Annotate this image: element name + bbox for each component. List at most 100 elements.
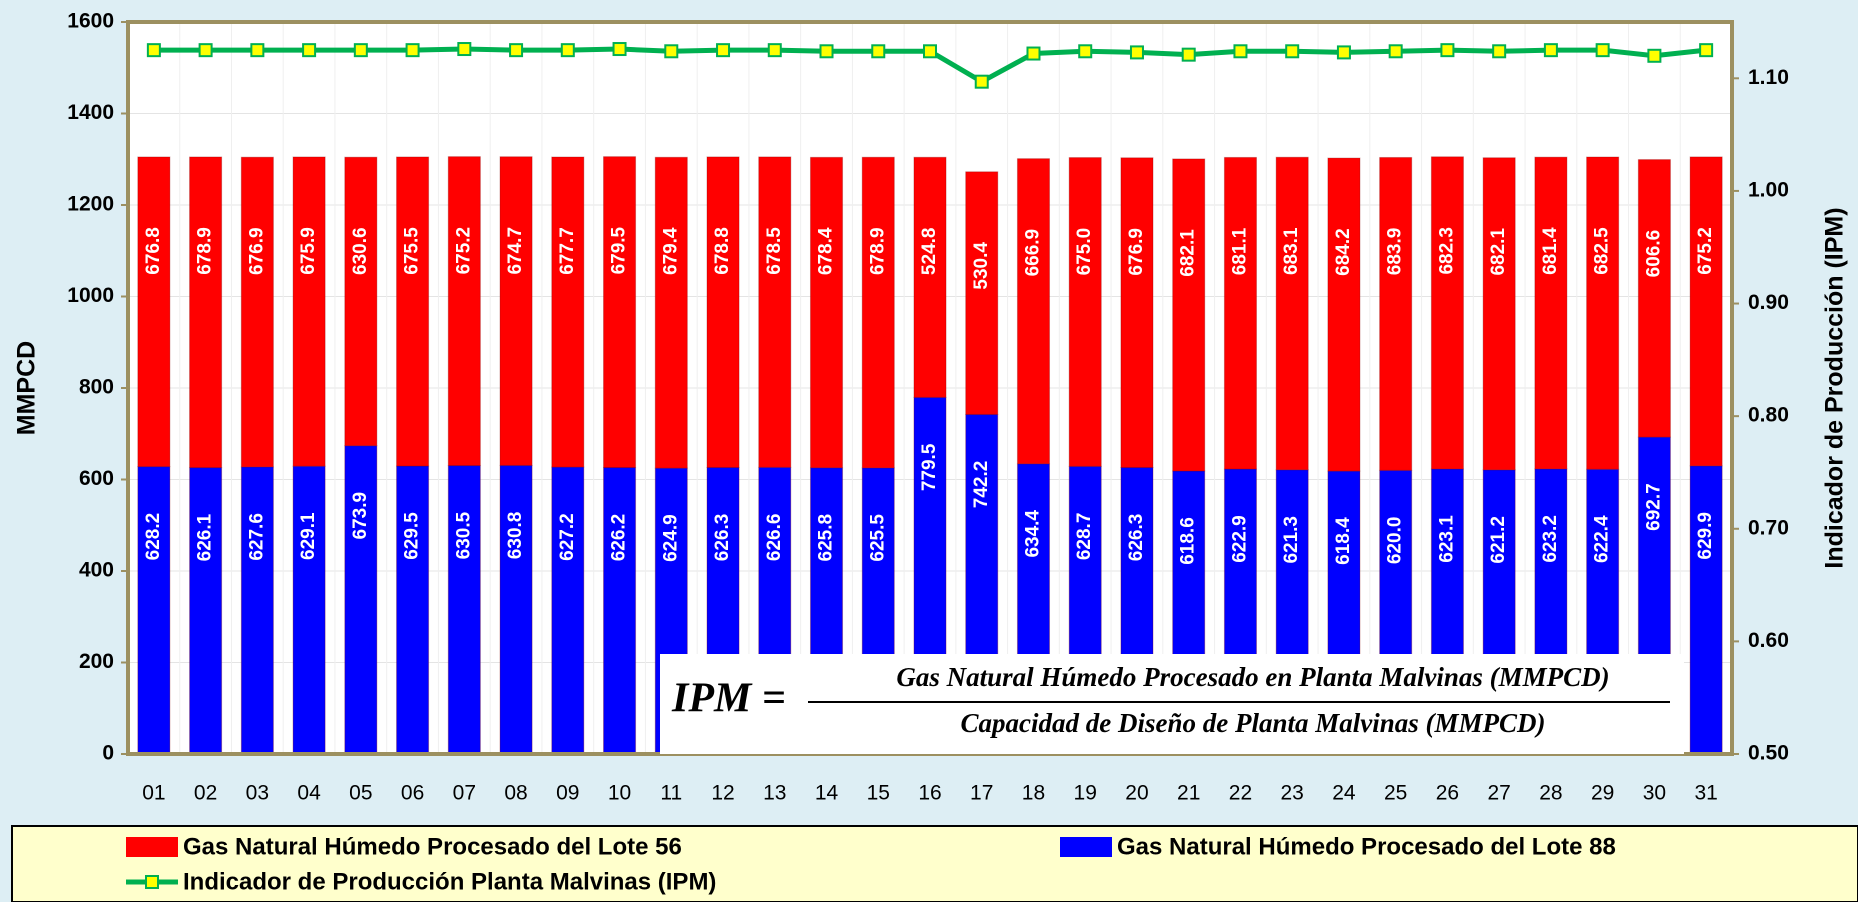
y-axis-title: MMPCD — [13, 341, 41, 435]
data-label: 678.5 — [764, 227, 785, 275]
x-tick-label: 25 — [1384, 782, 1407, 805]
y-tick-label: 0 — [102, 742, 114, 765]
x-tick-label: 28 — [1539, 782, 1562, 805]
y2-tick-label: 0.50 — [1748, 742, 1789, 765]
data-label: 618.6 — [1178, 517, 1199, 565]
data-label: 524.8 — [919, 228, 940, 276]
data-label: 620.0 — [1385, 517, 1406, 565]
data-label: 627.2 — [557, 513, 578, 561]
line-marker — [1233, 44, 1248, 59]
data-label: 624.9 — [660, 514, 681, 562]
line-marker — [1440, 43, 1455, 58]
legend-marker — [145, 875, 159, 889]
y-tick-label: 1400 — [67, 101, 114, 124]
x-tick-label: 03 — [246, 782, 269, 805]
data-label: 606.6 — [1643, 230, 1664, 278]
x-tick-label: 31 — [1694, 782, 1717, 805]
data-label: 678.9 — [867, 227, 888, 275]
legend-swatch — [1060, 837, 1112, 857]
bar-segment — [1689, 156, 1723, 467]
bar-segment — [706, 156, 740, 468]
data-label: 630.8 — [505, 512, 526, 560]
bar-segment — [292, 465, 326, 755]
formula-background — [660, 654, 1684, 754]
line-marker — [1543, 43, 1558, 58]
bar-segment — [654, 156, 688, 469]
bar-segment — [1327, 157, 1361, 472]
x-tick-label: 24 — [1332, 782, 1356, 805]
data-label: 682.1 — [1488, 228, 1509, 276]
x-tick-label: 12 — [711, 782, 734, 805]
bar-segment — [137, 156, 171, 468]
line-marker — [405, 43, 420, 58]
bar-segment — [344, 445, 378, 755]
line-marker — [146, 43, 161, 58]
data-label: 675.0 — [1074, 228, 1095, 276]
data-label: 676.9 — [1126, 228, 1147, 276]
bar-segment — [189, 156, 223, 469]
data-label: 623.2 — [1540, 515, 1561, 563]
x-tick-label: 06 — [401, 782, 424, 805]
data-label: 530.4 — [971, 242, 992, 290]
bar-segment — [137, 466, 171, 755]
line-marker — [1699, 43, 1714, 58]
x-tick-label: 07 — [453, 782, 476, 805]
line-marker — [457, 42, 472, 57]
bar-segment — [861, 156, 895, 469]
data-label: 678.9 — [195, 227, 216, 275]
line-marker — [1647, 48, 1662, 63]
y2-tick-label: 1.10 — [1748, 66, 1789, 89]
bar-segment — [344, 156, 378, 447]
bar-segment — [1016, 158, 1051, 465]
bar-segment — [1068, 157, 1102, 467]
data-label: 682.1 — [1178, 229, 1199, 277]
data-label: 630.6 — [350, 227, 371, 275]
line-marker — [1181, 47, 1196, 62]
bar-segment — [1120, 157, 1154, 468]
data-label: 742.2 — [971, 461, 992, 509]
x-tick-label: 17 — [970, 782, 993, 805]
bar-segment — [447, 465, 481, 755]
data-label: 626.1 — [195, 513, 216, 561]
line-marker — [1388, 44, 1403, 59]
bar-segment — [499, 464, 533, 755]
data-label: 682.3 — [1436, 227, 1457, 275]
bar-segment — [1430, 156, 1464, 470]
bar-segment — [603, 156, 637, 469]
data-label: 628.2 — [143, 513, 164, 561]
y2-tick-label: 0.60 — [1748, 629, 1789, 652]
line-marker — [767, 43, 782, 58]
bar-segment — [758, 156, 792, 468]
y2-tick-label: 1.00 — [1748, 178, 1789, 201]
data-label: 630.5 — [453, 511, 474, 559]
line-marker — [923, 44, 937, 59]
x-tick-label: 09 — [556, 782, 579, 805]
line-marker — [1595, 43, 1610, 58]
bar-segment — [240, 156, 274, 468]
x-tick-label: 15 — [867, 782, 890, 805]
bar-segment — [240, 466, 274, 755]
data-label: 626.6 — [764, 514, 785, 562]
data-label: 629.9 — [1695, 512, 1716, 560]
x-tick-label: 08 — [504, 782, 527, 805]
x-tick-label: 04 — [297, 782, 321, 805]
y2-tick-label: 0.90 — [1748, 291, 1789, 314]
bar-segment — [1275, 156, 1309, 471]
bar-segment — [499, 156, 533, 466]
data-label: 629.5 — [402, 512, 423, 560]
bar-segment — [1223, 156, 1257, 470]
line-marker — [664, 44, 679, 59]
data-label: 692.7 — [1643, 483, 1664, 531]
data-label: 621.3 — [1281, 516, 1302, 564]
y2-tick-label: 0.80 — [1748, 404, 1789, 427]
line-marker — [198, 43, 213, 58]
data-label: 684.2 — [1333, 228, 1354, 276]
x-tick-label: 01 — [142, 782, 165, 805]
data-label: 634.4 — [1022, 510, 1043, 558]
bar-segment — [396, 156, 430, 467]
line-marker — [1026, 46, 1041, 61]
formula-numerator: Gas Natural Húmedo Procesado en Planta M… — [896, 662, 1609, 692]
line-marker — [1336, 45, 1351, 60]
x-tick-label: 11 — [660, 782, 682, 805]
